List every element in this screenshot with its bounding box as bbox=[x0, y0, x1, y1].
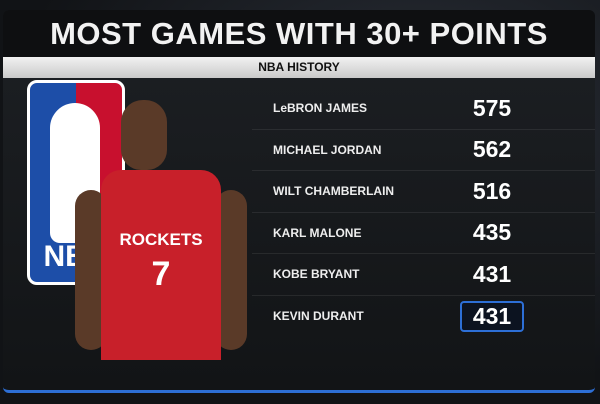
graphic-title: MOST GAMES WITH 30+ POINTS bbox=[3, 10, 595, 57]
player-value: 562 bbox=[472, 136, 512, 163]
player-name: KOBE BRYANT bbox=[273, 267, 360, 282]
player-value: 575 bbox=[472, 94, 512, 121]
leaderboard: LeBRON JAMES 575 MICHAEL JORDAN 562 WILT C… bbox=[252, 88, 595, 337]
player-value: 431 bbox=[472, 260, 512, 287]
player-image: ROCKETS 7 bbox=[73, 100, 253, 360]
table-row-highlighted: KEVIN DURANT 431 bbox=[252, 296, 595, 338]
player-name: MICHAEL JORDAN bbox=[273, 142, 382, 157]
player-jersey: ROCKETS 7 bbox=[101, 170, 221, 360]
player-head bbox=[121, 100, 167, 170]
jersey-number: 7 bbox=[151, 255, 171, 293]
player-name: KEVIN DURANT bbox=[273, 309, 364, 324]
player-value-highlighted: 431 bbox=[460, 300, 524, 332]
table-row: LeBRON JAMES 575 bbox=[252, 88, 595, 130]
player-value: 516 bbox=[472, 177, 512, 204]
graphic-subtitle: NBA HISTORY bbox=[3, 57, 595, 78]
player-name: KARL MALONE bbox=[273, 225, 362, 240]
player-name: WILT CHAMBERLAIN bbox=[273, 184, 395, 199]
player-name: LeBRON JAMES bbox=[273, 101, 368, 116]
jersey-team: ROCKETS bbox=[119, 230, 203, 249]
table-row: KOBE BRYANT 431 bbox=[252, 254, 595, 296]
stat-graphic: MOST GAMES WITH 30+ POINTS NBA HISTORY N… bbox=[3, 10, 595, 393]
player-value: 435 bbox=[472, 219, 512, 246]
table-row: WILT CHAMBERLAIN 516 bbox=[252, 171, 595, 213]
table-row: MICHAEL JORDAN 562 bbox=[252, 130, 595, 171]
table-row: KARL MALONE 435 bbox=[252, 213, 595, 254]
